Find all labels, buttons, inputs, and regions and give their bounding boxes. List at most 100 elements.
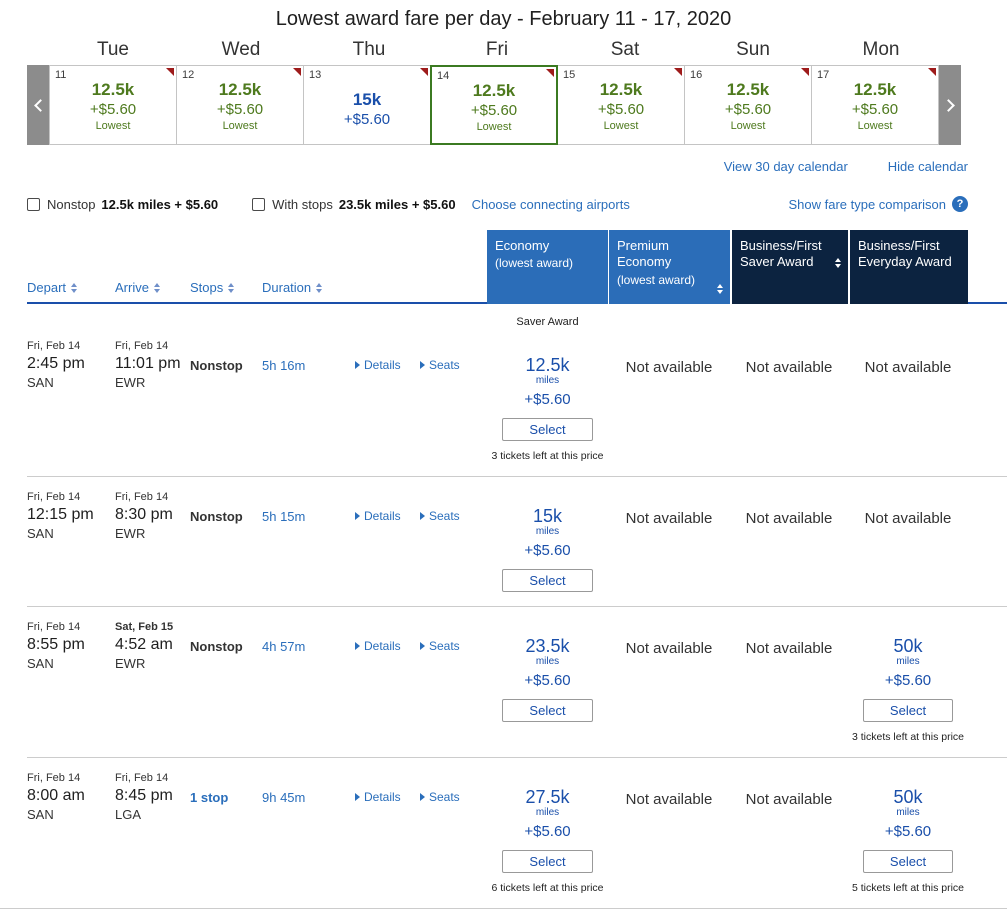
column-header-economy[interactable]: Economy (lowest award)	[487, 230, 608, 304]
business-everyday-fare-cell: Not available	[848, 340, 968, 462]
stops-link[interactable]: 1 stop	[190, 790, 229, 805]
sort-arrows-icon	[228, 282, 235, 293]
fare-column-subtitle: (lowest award)	[495, 256, 574, 271]
premium-economy-fare-cell: Not available	[608, 621, 730, 743]
calendar-day-13[interactable]: 13 15k +$5.60	[303, 65, 431, 145]
calendar-marker-icon	[546, 69, 554, 77]
arrive-date: Sat, Feb 15	[115, 621, 174, 633]
calendar-day-11[interactable]: 11 12.5k +$5.60 Lowest	[49, 65, 177, 145]
seats-link[interactable]: Seats	[420, 621, 487, 743]
calendar-next-button[interactable]	[939, 65, 961, 145]
fee-value: +$5.60	[524, 672, 571, 689]
calendar-day-fare-label: Lowest	[603, 120, 639, 132]
calendar-day-fee: +$5.60	[343, 111, 391, 128]
select-button[interactable]: Select	[502, 418, 593, 441]
calendar-day-17[interactable]: 17 12.5k +$5.60 Lowest	[811, 65, 939, 145]
sort-header-label: Stops	[190, 280, 224, 295]
weekday-label: Sun	[736, 39, 770, 60]
not-available-text: Not available	[625, 510, 713, 527]
view-30-day-calendar-link[interactable]: View 30 day calendar	[723, 159, 848, 174]
calendar-day-number: 14	[437, 70, 450, 82]
calendar-day-14-selected[interactable]: 14 12.5k +$5.60 Lowest	[430, 65, 558, 145]
sort-header-label: Arrive	[115, 280, 149, 295]
fee-value: +$5.60	[884, 823, 932, 840]
not-available-text: Not available	[864, 510, 952, 527]
depart-time: 8:00 am	[27, 787, 85, 804]
seats-label: Seats	[429, 358, 460, 372]
calendar-day-fare: 12.5k	[218, 80, 262, 99]
sort-header-duration[interactable]: Duration	[262, 280, 355, 304]
stops-value: Nonstop	[190, 509, 243, 524]
seats-link[interactable]: Seats	[420, 772, 487, 894]
calendar-day-fare: 12.5k	[91, 80, 135, 99]
depart-cell: Fri, Feb 14 8:00 am SAN	[27, 772, 115, 894]
depart-airport: SAN	[27, 807, 54, 822]
tickets-left-note: 3 tickets left at this price	[851, 731, 965, 743]
nonstop-value: 12.5k miles + $5.60	[101, 196, 219, 212]
miles-value: 27.5k	[525, 787, 570, 807]
fare-calendar-strip: 11 12.5k +$5.60 Lowest 12 12.5k +$5.60 L…	[27, 65, 1007, 145]
arrive-cell: Fri, Feb 14 8:30 pm EWR	[115, 491, 190, 592]
calendar-marker-icon	[166, 68, 174, 76]
fare-column-title: Economy	[495, 238, 550, 253]
miles-unit-label: miles	[535, 807, 560, 818]
not-available-text: Not available	[625, 640, 713, 657]
arrive-cell: Fri, Feb 14 8:45 pm LGA	[115, 772, 190, 894]
flight-row-1: Fri, Feb 14 2:45 pm SAN Fri, Feb 14 11:0…	[27, 304, 1007, 476]
chevron-left-icon	[33, 98, 47, 112]
select-button[interactable]: Select	[862, 699, 954, 722]
hide-calendar-link[interactable]: Hide calendar	[887, 159, 968, 174]
arrive-time: 4:52 am	[115, 636, 173, 653]
details-link[interactable]: Details	[355, 772, 420, 894]
help-icon[interactable]: ?	[952, 196, 968, 212]
details-link[interactable]: Details	[355, 340, 420, 462]
select-button[interactable]: Select	[502, 569, 593, 592]
not-available-text: Not available	[745, 640, 833, 657]
calendar-day-fee: +$5.60	[597, 101, 645, 118]
sort-header-stops[interactable]: Stops	[190, 280, 262, 304]
calendar-day-12[interactable]: 12 12.5k +$5.60 Lowest	[176, 65, 304, 145]
fare-column-title: Business/First Saver Award	[740, 238, 822, 270]
arrive-airport: EWR	[115, 526, 146, 541]
not-available-text: Not available	[745, 791, 833, 808]
with-stops-checkbox[interactable]	[252, 197, 266, 211]
calendar-prev-button[interactable]	[27, 65, 49, 145]
flight-row-3: Fri, Feb 14 8:55 pm SAN Sat, Feb 15 4:52…	[27, 606, 1007, 757]
column-header-business-everyday[interactable]: Business/First Everyday Award	[848, 230, 968, 304]
sort-header-label: Duration	[262, 280, 312, 295]
show-fare-type-comparison-link[interactable]: Show fare type comparison	[788, 196, 946, 212]
premium-economy-fare-cell: Not available	[608, 491, 730, 592]
not-available-text: Not available	[745, 359, 833, 376]
seats-link[interactable]: Seats	[420, 340, 487, 462]
sort-header-arrive[interactable]: Arrive	[115, 280, 190, 304]
details-link[interactable]: Details	[355, 491, 420, 592]
seats-label: Seats	[429, 509, 460, 523]
business-everyday-fare-cell: 50k miles +$5.60 Select 5 tickets left a…	[848, 772, 968, 894]
column-header-business-saver[interactable]: Business/First Saver Award	[730, 230, 848, 304]
calendar-marker-icon	[928, 68, 936, 76]
depart-cell: Fri, Feb 14 2:45 pm SAN	[27, 340, 115, 462]
nonstop-checkbox[interactable]	[27, 197, 40, 211]
details-link[interactable]: Details	[355, 621, 420, 743]
calendar-day-fare: 12.5k	[472, 81, 516, 100]
saver-award-tag: Saver Award	[516, 316, 579, 328]
select-button[interactable]: Select	[502, 699, 593, 722]
calendar-day-16[interactable]: 16 12.5k +$5.60 Lowest	[684, 65, 812, 145]
business-everyday-fare-cell: 50k miles +$5.60 Select 3 tickets left a…	[848, 621, 968, 743]
calendar-day-number: 11	[55, 69, 67, 81]
calendar-day-number: 12	[182, 69, 195, 81]
select-button[interactable]: Select	[502, 850, 593, 873]
sort-header-depart[interactable]: Depart	[27, 280, 115, 304]
select-button[interactable]: Select	[862, 850, 954, 873]
arrive-airport: LGA	[115, 807, 142, 822]
results-rows: Fri, Feb 14 2:45 pm SAN Fri, Feb 14 11:0…	[0, 304, 1007, 909]
column-header-premium-economy[interactable]: Premium Economy (lowest award)	[608, 230, 730, 304]
miles-unit-label: miles	[535, 656, 560, 667]
calendar-day-15[interactable]: 15 12.5k +$5.60 Lowest	[557, 65, 685, 145]
seats-link[interactable]: Seats	[420, 491, 487, 592]
weekday-label: Thu	[352, 39, 386, 60]
arrive-cell: Fri, Feb 14 11:01 pm EWR	[115, 340, 190, 462]
not-available-text: Not available	[745, 510, 833, 527]
choose-connecting-airports-link[interactable]: Choose connecting airports	[471, 196, 630, 212]
arrive-date: Fri, Feb 14	[115, 772, 169, 784]
